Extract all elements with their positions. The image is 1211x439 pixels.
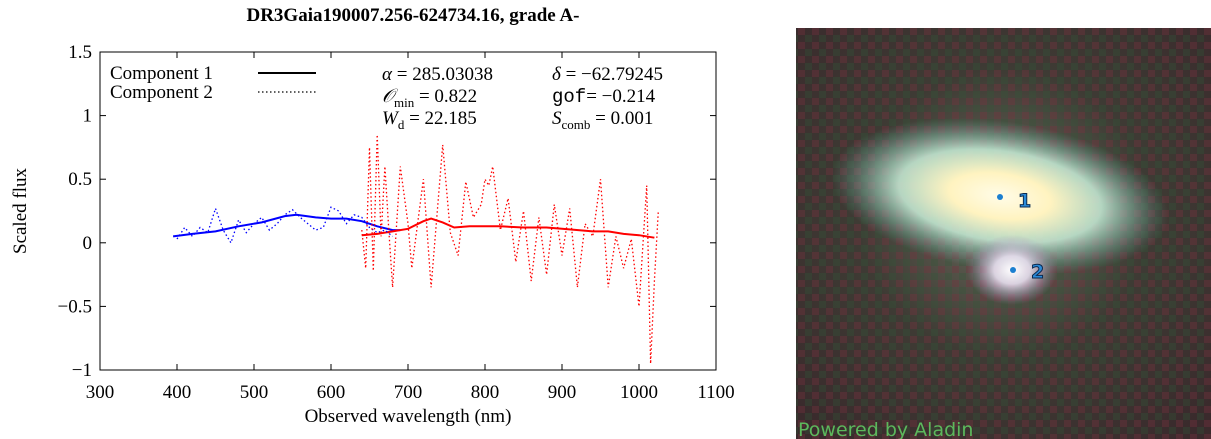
annotation: δ = −62.79245 (552, 64, 663, 85)
annotation-subscript: comb (562, 117, 591, 132)
annotation-text: = −0.214 (586, 86, 655, 107)
series-line (176, 206, 394, 245)
annotation-subscript: d (398, 117, 405, 132)
x-tick-label: 700 (394, 382, 423, 403)
marker-label: 2 (1031, 261, 1044, 283)
annotation-symbol: gof (552, 86, 586, 108)
marker-label: 1 (1018, 190, 1031, 212)
chart-title: DR3Gaia190007.256-624734.16, grade A- (246, 5, 579, 26)
y-tick-label: 1.5 (68, 42, 92, 63)
annotation-text: = 0.822 (414, 86, 477, 107)
y-axis-label: Scaled flux (10, 168, 31, 255)
legend-label: Component 2 (110, 82, 213, 103)
x-tick-label: 300 (86, 382, 115, 403)
series-line (172, 213, 401, 238)
annotation-symbol: α (382, 64, 393, 85)
annotation-text: = 22.185 (404, 108, 476, 129)
annotation: gof= −0.214 (552, 86, 656, 108)
chart: 300 400 500 600 700 800 900 1000 1100 −1 −0.5 0 0.5 1… (58, 42, 735, 403)
annotation-symbol: S (552, 108, 562, 129)
sky-image: 1 2 Powered by Aladin (796, 28, 1211, 439)
y-tick-label: 0.5 (68, 169, 92, 190)
annotation: Scomb = 0.001 (552, 108, 653, 132)
x-tick-label: 600 (317, 382, 346, 403)
annotation-text: = 0.001 (590, 108, 653, 129)
x-tick-label: 1100 (697, 382, 734, 403)
y-tick-label: 0 (83, 233, 93, 254)
x-tick-label: 500 (240, 382, 269, 403)
x-axis-label: Observed wavelength (nm) (305, 406, 512, 427)
x-tick-label: 800 (471, 382, 500, 403)
y-tick-label: 1 (83, 106, 93, 127)
series-line (361, 134, 659, 364)
annotation: Wd = 22.185 (382, 108, 477, 132)
annotation: 𝒪min = 0.822 (382, 86, 477, 110)
annotation-text: = 285.03038 (392, 64, 493, 85)
annotation: α = 285.03038 (382, 64, 493, 85)
x-tick-label: 900 (548, 382, 577, 403)
x-tick-label: 400 (163, 382, 192, 403)
x-tick-label: 1000 (620, 382, 658, 403)
annotation-symbol: δ (552, 64, 562, 85)
annotation-text: = −62.79245 (561, 64, 663, 85)
y-tick-label: −0.5 (58, 296, 92, 317)
y-tick-label: −1 (72, 360, 92, 381)
series-line (361, 217, 655, 239)
annotation-symbol: W (382, 108, 400, 129)
credit: Powered by Aladin (798, 419, 973, 439)
annotation-subscript: min (394, 95, 415, 110)
legend-label: Component 1 (110, 63, 213, 84)
